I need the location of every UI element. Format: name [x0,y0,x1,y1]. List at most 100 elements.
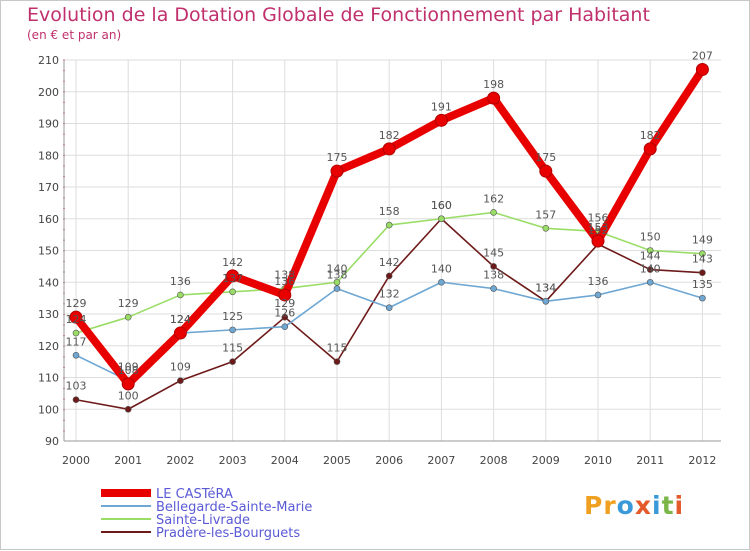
logo-letter: o [616,491,635,520]
data-point [695,63,709,77]
data-label: 140 [640,262,661,275]
data-label: 103 [66,380,87,393]
y-tick-label: 100 [38,403,59,416]
data-point [229,358,236,365]
data-label: 135 [692,278,713,291]
data-point [699,269,706,277]
data-point [69,310,83,324]
chart-subtitle: (en € et par an) [27,28,122,42]
data-label: 138 [483,269,504,282]
y-tick-label: 90 [45,435,59,448]
data-label: 191 [431,100,452,113]
y-tick-label: 210 [38,54,59,67]
data-label: 129 [66,297,87,310]
data-point [699,250,706,257]
data-point [539,164,553,178]
data-label: 129 [118,297,139,310]
x-tick-label: 2007 [427,454,455,467]
data-point [643,142,657,156]
data-point [229,326,236,334]
data-label: 136 [274,275,295,288]
x-tick-label: 2001 [114,454,142,467]
logo-letter: Pr [584,491,617,520]
data-label: 160 [431,199,452,212]
data-label: 134 [535,281,556,294]
data-label: 182 [379,129,400,142]
data-label: 138 [327,269,348,282]
data-point [330,164,344,178]
data-point [542,224,550,232]
legend-label: Sainte-Livrade [156,513,250,528]
data-point [385,304,393,311]
data-point [333,358,341,365]
data-label: 117 [66,335,87,348]
data-point [173,326,187,340]
chart-title: Evolution de la Dotation Globale de Fonc… [27,4,650,26]
data-label: 108 [118,364,139,377]
data-point [229,288,236,296]
data-label: 129 [274,297,295,310]
data-point [385,272,393,280]
data-label: 124 [170,313,191,326]
data-label: 175 [327,151,348,164]
data-label: 145 [483,246,504,259]
data-point [278,288,292,302]
data-label: 109 [118,361,139,374]
data-label: 156 [588,211,609,224]
data-point [382,142,396,156]
data-label: 175 [535,151,556,164]
y-tick-label: 170 [38,181,59,194]
data-label: 144 [640,250,661,263]
data-point [177,291,184,299]
data-point [333,285,341,292]
data-point [542,297,550,305]
data-label: 126 [274,307,295,320]
data-point [385,221,393,229]
x-tick-label: 2012 [688,454,716,467]
data-label: 149 [692,234,713,247]
data-label: 100 [118,389,139,402]
data-label: 124 [170,313,191,326]
logo-letter: i [674,491,685,520]
x-tick-label: 2011 [636,454,664,467]
data-label: 132 [379,288,400,301]
data-label: 140 [431,262,452,275]
data-label: 124 [66,313,87,326]
x-tick-label: 2008 [480,454,508,467]
data-label: 125 [222,310,243,323]
data-point [699,294,706,302]
x-tick-label: 2006 [375,454,403,467]
data-point [434,113,448,127]
data-point [124,405,132,413]
data-label: 115 [222,342,243,355]
x-tick-label: 2003 [219,454,247,467]
data-label: 134 [535,281,556,294]
data-label: 136 [170,275,191,288]
data-label: 158 [379,205,400,218]
y-tick-label: 180 [38,149,59,162]
data-label: 143 [692,253,713,266]
legend-label: Pradère-les-Bourguets [156,526,300,541]
logo-letter: t [661,491,675,520]
legend-label: Bellegarde-Sainte-Marie [156,500,312,515]
data-label: 115 [327,342,348,355]
data-point [226,269,240,283]
y-tick-label: 140 [38,276,59,289]
y-tick-label: 120 [38,340,59,353]
x-tick-label: 2000 [62,454,90,467]
x-tick-label: 2009 [532,454,560,467]
data-point [594,291,602,299]
data-point [177,377,184,384]
data-label: 152 [588,224,609,237]
logo-letter: x [634,491,652,520]
data-label: 157 [535,208,556,221]
data-label: 182 [640,129,661,142]
data-label: 160 [431,199,452,212]
data-point [490,285,497,292]
data-point [333,278,341,286]
y-tick-label: 200 [38,86,59,99]
data-point [490,263,497,270]
legend-label: LE CASTéRA [156,487,233,502]
x-tick-label: 2005 [323,454,351,467]
